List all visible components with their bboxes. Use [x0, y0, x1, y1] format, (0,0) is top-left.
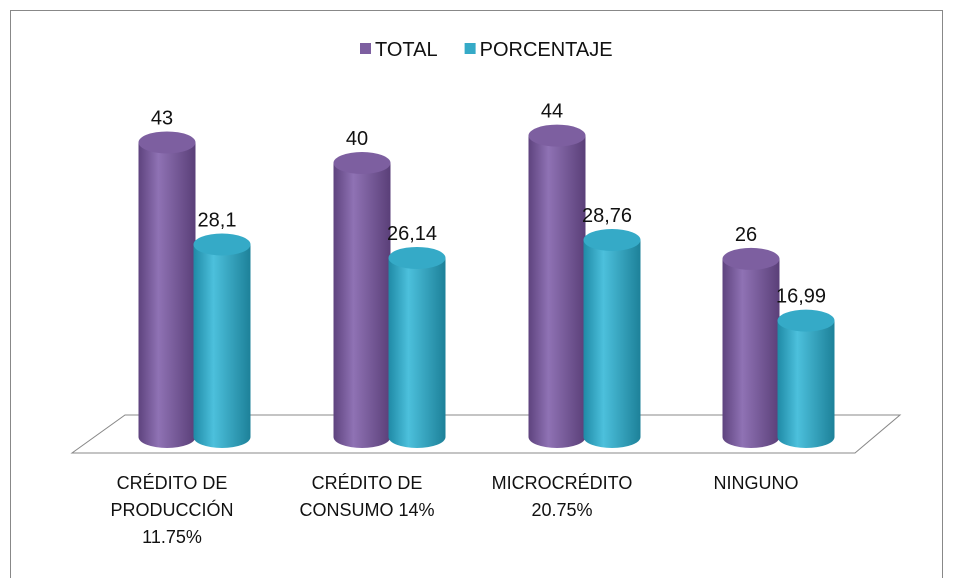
data-label: 44	[541, 101, 563, 123]
bar	[583, 228, 641, 448]
bar	[333, 152, 391, 448]
bar-cap	[193, 233, 251, 256]
bar-body	[193, 244, 251, 448]
bar	[722, 247, 780, 448]
bar-body	[583, 239, 641, 448]
legend-label: PORCENTAJE	[480, 39, 613, 61]
x-tick-label: MICROCRÉDITO 20.75%	[491, 473, 633, 520]
bar-cap	[138, 131, 196, 154]
bar-body	[722, 258, 780, 448]
data-label: 26,14	[387, 223, 437, 245]
floor	[70, 414, 902, 454]
bar-cap	[583, 228, 641, 251]
data-label: 28,1	[198, 210, 237, 232]
bar	[777, 309, 835, 448]
bar-cap	[722, 247, 780, 270]
bar-cap	[333, 152, 391, 174]
data-label: 43	[151, 107, 173, 129]
bar	[138, 131, 196, 448]
x-tick-label: NINGUNO	[713, 473, 799, 493]
data-label: 16,99	[776, 286, 826, 308]
data-label: 26	[735, 224, 757, 246]
bar-cap	[777, 309, 835, 332]
legend-swatch	[464, 43, 476, 54]
bar-cap	[528, 124, 586, 147]
bar-body	[333, 163, 391, 448]
bar-body	[777, 320, 835, 448]
bar	[528, 124, 586, 448]
bar	[388, 246, 446, 448]
data-label: 28,76	[582, 205, 632, 227]
bar	[193, 233, 251, 448]
chart-border	[10, 10, 943, 578]
bar-body	[138, 142, 196, 448]
legend-label: TOTAL	[375, 39, 438, 61]
bar-cap	[388, 246, 446, 269]
bar-body	[528, 135, 586, 448]
legend-swatch	[360, 43, 371, 54]
bar-body	[388, 257, 446, 448]
x-tick-label: CRÉDITO DE PRODUCCIÓN 11.75%	[110, 473, 234, 547]
data-label: 40	[346, 128, 368, 150]
x-tick-label: CRÉDITO DE CONSUMO 14%	[299, 473, 435, 520]
